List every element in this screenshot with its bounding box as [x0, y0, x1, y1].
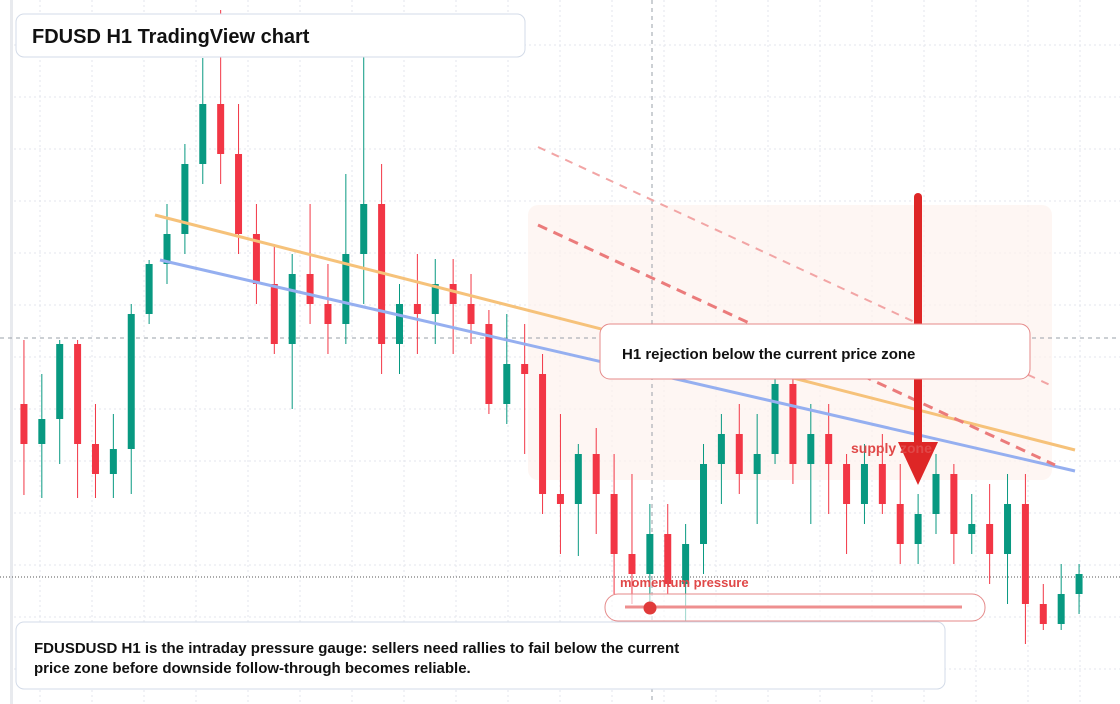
candle-body [628, 554, 636, 574]
candle-body [449, 284, 457, 304]
candle-body [360, 204, 368, 254]
candle-body [199, 104, 207, 164]
candle-body [38, 419, 46, 444]
candle-body [503, 364, 511, 404]
gauge-label: momentum pressure [620, 575, 749, 590]
candle-body [127, 314, 135, 449]
candle-body [789, 384, 797, 464]
candle-body [485, 324, 493, 404]
candle-body [860, 464, 868, 504]
candle-body [56, 344, 64, 419]
annotation: H1 rejection below the current price zon… [622, 346, 915, 363]
candle-body [20, 404, 28, 444]
candle-body [896, 504, 904, 544]
candle-body [288, 274, 296, 344]
gauge-knob [643, 601, 657, 615]
candle-body [235, 154, 243, 234]
candles [20, 10, 1083, 644]
candle-body [735, 434, 743, 474]
candle-body [145, 264, 153, 314]
candle-body [74, 344, 82, 444]
candle-body [91, 444, 99, 474]
candle-body [914, 514, 922, 544]
candle-body [753, 454, 761, 474]
candle-body [807, 434, 815, 464]
candle-body [717, 434, 725, 464]
candle-body [431, 284, 439, 314]
candle-body [700, 464, 708, 544]
chart-title: FDUSD H1 TradingView chart [32, 26, 310, 48]
candle-body [539, 374, 547, 494]
candle-body [682, 544, 690, 584]
candle-body [395, 304, 403, 344]
title-box [15, 13, 526, 58]
candle-body [646, 534, 654, 574]
caption-line: price zone before downside follow-throug… [34, 660, 471, 677]
candle-body [771, 384, 779, 454]
candle-body [217, 104, 225, 154]
candle-body [306, 274, 314, 304]
candle-body [932, 474, 940, 514]
candle-body [467, 304, 475, 324]
candle-body [556, 494, 564, 504]
zone-label: supply zone [851, 440, 932, 456]
candle-body [1075, 574, 1083, 594]
caption-line: FDUSDUSD H1 is the intraday pressure gau… [34, 640, 679, 657]
candle-body [270, 284, 278, 344]
candle-body [574, 454, 582, 504]
candle-body [163, 234, 171, 264]
candle-body [521, 364, 529, 374]
candle-body [950, 474, 958, 534]
caption-box [15, 621, 946, 690]
candle-body [878, 464, 886, 504]
candle-body [986, 524, 994, 554]
dashed-channel [537, 223, 1056, 467]
candle-body [1057, 594, 1065, 624]
candle-body [825, 434, 833, 464]
candle-body [413, 304, 421, 314]
candle-body [592, 454, 600, 494]
candle-body [109, 449, 117, 474]
candle-body [342, 254, 350, 324]
annotation-box [599, 323, 1031, 380]
candle-body [1021, 504, 1029, 604]
candle-body [252, 234, 260, 284]
candle-body [1039, 604, 1047, 624]
candle-body [843, 464, 851, 504]
candle-body [1004, 504, 1012, 554]
left-edge [10, 0, 13, 704]
candle-body [968, 524, 976, 534]
candle-body [664, 534, 672, 584]
candle-body [610, 494, 618, 554]
arrow-head [898, 442, 938, 485]
candle-body [181, 164, 189, 234]
candle-body [324, 304, 332, 324]
